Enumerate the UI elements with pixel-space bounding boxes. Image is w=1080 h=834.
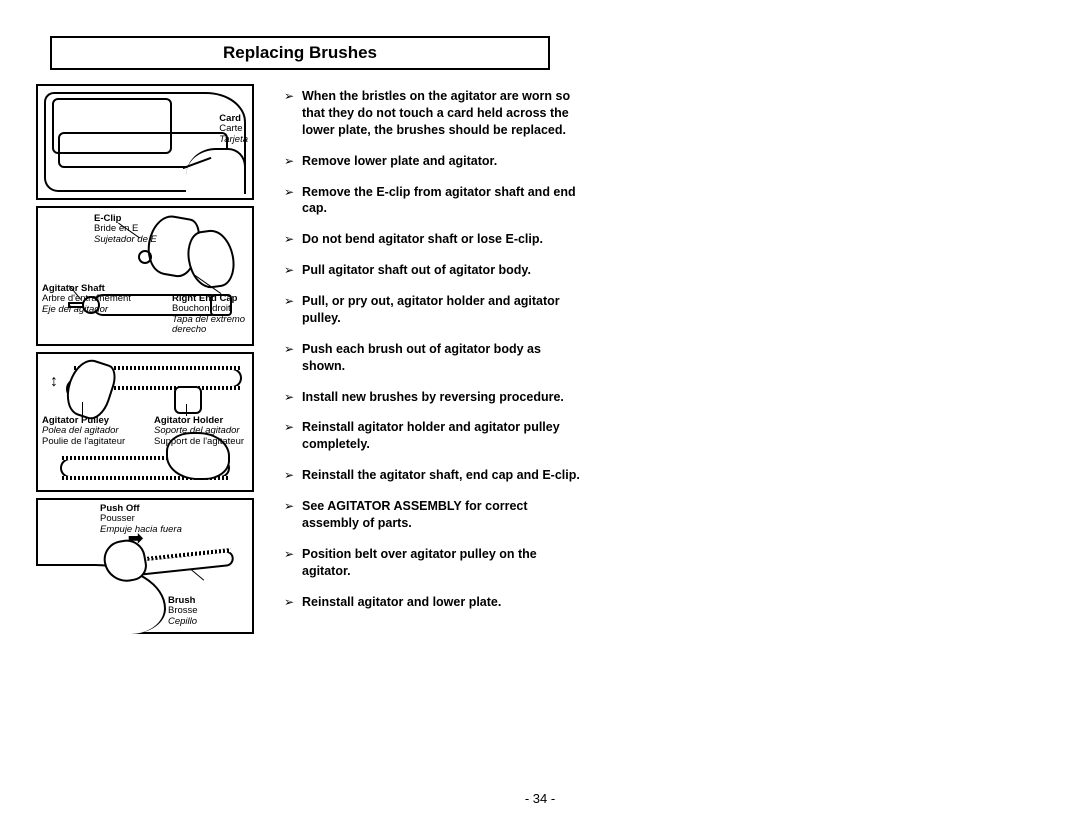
page: Replacing Brushes Card Carte Tarjeta: [0, 0, 1080, 640]
instruction-list: When the bristles on the agitator are wo…: [284, 88, 584, 610]
instruction-step: Remove the E-clip from agitator shaft an…: [284, 184, 584, 218]
instruction-step: See AGITATOR ASSEMBLY for correct assemb…: [284, 498, 584, 532]
eclip-shape: [138, 250, 152, 264]
illustration-card-test: Card Carte Tarjeta: [36, 84, 254, 200]
instruction-step: Reinstall agitator and lower plate.: [284, 594, 584, 611]
page-number: - 34 -: [0, 791, 1080, 806]
label-eclip: E-Clip Bride en E Sujetador de E: [94, 214, 157, 245]
title-box: Replacing Brushes: [50, 36, 550, 70]
instruction-step: Pull agitator shaft out of agitator body…: [284, 262, 584, 279]
label-agitator-shaft: Agitator Shaft Arbre d'entraînement Eje …: [42, 284, 131, 315]
instruction-step: Do not bend agitator shaft or lose E-cli…: [284, 231, 584, 248]
instruction-step: Remove lower plate and agitator.: [284, 153, 584, 170]
label-agshaft-es: Eje del agitador: [42, 305, 131, 315]
label-apulley-fr: Poulie de l'agitateur: [42, 437, 125, 447]
instruction-step: Position belt over agitator pulley on th…: [284, 546, 584, 580]
leader-line: [190, 568, 204, 580]
instruction-step: When the bristles on the agitator are wo…: [284, 88, 584, 139]
label-card: Card Carte Tarjeta: [219, 114, 248, 145]
label-push-off: Push Off Pousser Empuje hacia fuera: [100, 504, 182, 535]
instruction-step: Pull, or pry out, agitator holder and ag…: [284, 293, 584, 327]
label-card-es: Tarjeta: [219, 135, 248, 145]
label-agitator-pulley: Agitator Pulley Polea del agitador Pouli…: [42, 416, 125, 447]
label-right-end-cap: Right End Cap Bouchon droit Tapa del ext…: [172, 294, 250, 336]
label-rendcap-es: Tapa del extremo derecho: [172, 315, 250, 336]
label-aholder-fr: Support de l'agitateur: [154, 437, 244, 447]
label-brush-es: Cepillo: [168, 617, 198, 627]
illustration-push-brush: ➡ Push Off Pousser Empuje hacia fuera Br…: [36, 498, 254, 634]
hand-icon: [186, 148, 246, 194]
agitator-holder-shape: [174, 386, 202, 414]
instruction-step: Push each brush out of agitator body as …: [284, 341, 584, 375]
illustration-eclip-shaft: E-Clip Bride en E Sujetador de E Agitato…: [36, 206, 254, 346]
illustration-pulley-holder: ↕ Agitator Pulley Polea del agitador Pou…: [36, 352, 254, 492]
instruction-step: Reinstall agitator holder and agitator p…: [284, 419, 584, 453]
hand-icon: [184, 227, 238, 291]
content-columns: Card Carte Tarjeta E-Clip Bri: [36, 84, 1050, 640]
instructions-column: When the bristles on the agitator are wo…: [284, 84, 584, 624]
label-pushoff-es: Empuje hacia fuera: [100, 525, 182, 535]
label-agitator-holder: Agitator Holder Soporte del agitador Sup…: [154, 416, 244, 447]
hand-icon: [60, 355, 120, 424]
label-brush: Brush Brosse Cepillo: [168, 596, 198, 627]
double-arrow-icon: ↕: [50, 374, 58, 390]
illustrations-column: Card Carte Tarjeta E-Clip Bri: [36, 84, 254, 640]
instruction-step: Install new brushes by reversing procedu…: [284, 389, 584, 406]
page-title: Replacing Brushes: [223, 43, 377, 63]
leader-line: [82, 402, 83, 416]
instruction-step: Reinstall the agitator shaft, end cap an…: [284, 467, 584, 484]
label-eclip-es: Sujetador de E: [94, 235, 157, 245]
